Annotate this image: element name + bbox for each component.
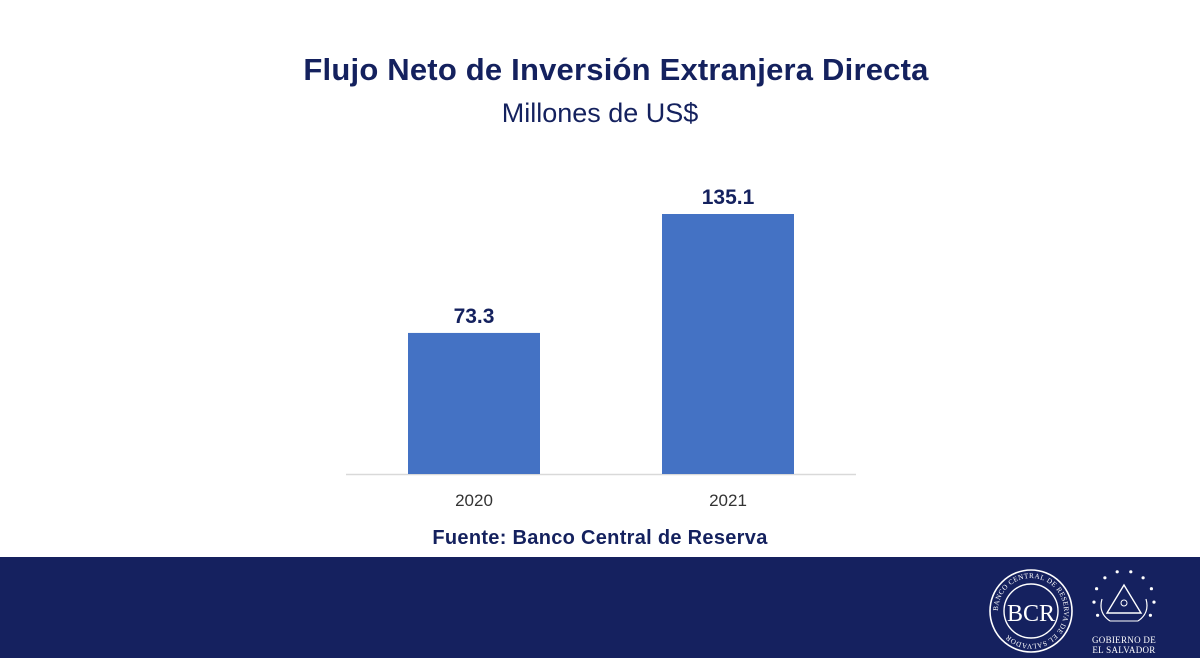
bar-2020 xyxy=(408,332,540,474)
bcr-letters: BCR xyxy=(1007,601,1055,627)
data-label-2020: 73.3 xyxy=(454,305,495,328)
star-icon xyxy=(1095,587,1099,591)
star-icon xyxy=(1129,570,1133,574)
star-icon xyxy=(1115,570,1119,574)
star-icon xyxy=(1141,576,1145,580)
bar-chart: 73.3 2020 135.1 2021 xyxy=(346,186,856,510)
star-icon xyxy=(1148,613,1152,617)
footer-bar: BANCO CENTRAL DE RESERVA DE EL SALVADOR … xyxy=(0,557,1200,658)
x-tick-label-2020: 2020 xyxy=(455,491,493,510)
chart-title: Flujo Neto de Inversión Extranjera Direc… xyxy=(303,52,929,87)
star-icon xyxy=(1149,587,1153,591)
star-icon xyxy=(1096,613,1100,617)
x-tick-label-2021: 2021 xyxy=(709,491,747,510)
star-icon xyxy=(1092,600,1096,604)
bar-2021 xyxy=(662,214,794,474)
star-icon xyxy=(1152,600,1156,604)
gov-logo-line1: GOBIERNO DE xyxy=(1091,635,1157,645)
el-salvador-coat-of-arms-icon xyxy=(1092,570,1156,622)
government-logo: GOBIERNO DE EL SALVADOR xyxy=(1084,565,1164,655)
chart-source: Fuente: Banco Central de Reserva xyxy=(432,527,768,549)
gov-logo-line2: EL SALVADOR xyxy=(1092,645,1156,655)
chart-subtitle: Millones de US$ xyxy=(501,98,699,128)
bcr-logo: BANCO CENTRAL DE RESERVA DE EL SALVADOR … xyxy=(989,569,1073,653)
data-label-2021: 135.1 xyxy=(702,186,755,209)
star-icon xyxy=(1103,576,1107,580)
